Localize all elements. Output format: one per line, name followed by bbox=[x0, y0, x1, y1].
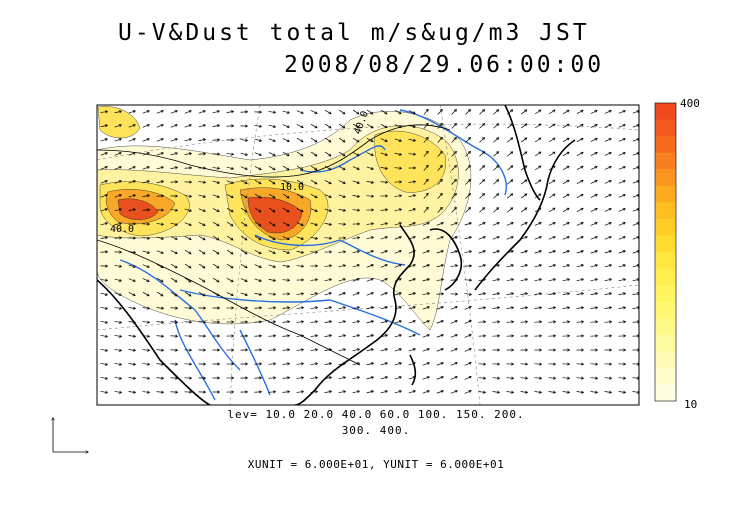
color-bar bbox=[654, 102, 677, 402]
contour-label: 10.0 bbox=[280, 182, 304, 193]
dust-level-40c bbox=[374, 130, 446, 193]
colorbar-segment bbox=[655, 103, 676, 121]
colorbar-segment bbox=[655, 169, 676, 187]
colorbar-segment bbox=[655, 351, 676, 369]
map-frame bbox=[96, 104, 640, 406]
dust-field bbox=[97, 106, 472, 331]
colorbar-segment bbox=[655, 119, 676, 137]
unit-caption: XUNIT = 6.000E+01, YUNIT = 6.000E+01 bbox=[247, 458, 505, 471]
map-timestamp: 2008/08/29.06:00:00 bbox=[284, 52, 605, 78]
rivers bbox=[119, 109, 507, 401]
colorbar-min-label: 10 bbox=[684, 398, 698, 411]
levels-line-1: lev= 10.0 20.0 40.0 60.0 100. 150. 200. bbox=[227, 408, 525, 421]
contour-label: 40.0 bbox=[110, 224, 134, 235]
colorbar-segment bbox=[655, 136, 676, 154]
wind-vectors bbox=[100, 108, 639, 394]
reference-vector bbox=[53, 418, 88, 452]
coastlines bbox=[97, 105, 576, 405]
colorbar-segment bbox=[655, 367, 676, 385]
levels-line-2: 300. 400. bbox=[341, 424, 411, 437]
colorbar-segment bbox=[655, 334, 676, 352]
colorbar-segment bbox=[655, 202, 676, 220]
colorbar-segment bbox=[655, 185, 676, 203]
colorbar-segment bbox=[655, 384, 676, 402]
colorbar-segment bbox=[655, 285, 676, 303]
colorbar-segment bbox=[655, 318, 676, 336]
colorbar-segment bbox=[655, 252, 676, 270]
graticule bbox=[97, 105, 639, 405]
colorbar-segment bbox=[655, 235, 676, 253]
map-title: U-V&Dust total m/s&ug/m3 JST bbox=[118, 20, 590, 46]
dust-level-400 bbox=[117, 198, 159, 220]
dust-small-nw bbox=[97, 106, 141, 139]
colorbar-segment bbox=[655, 268, 676, 286]
colorbar-segment bbox=[655, 218, 676, 236]
colorbar-segment bbox=[655, 152, 676, 170]
colorbar-max-label: 400 bbox=[680, 97, 700, 110]
colorbar-segment bbox=[655, 301, 676, 319]
